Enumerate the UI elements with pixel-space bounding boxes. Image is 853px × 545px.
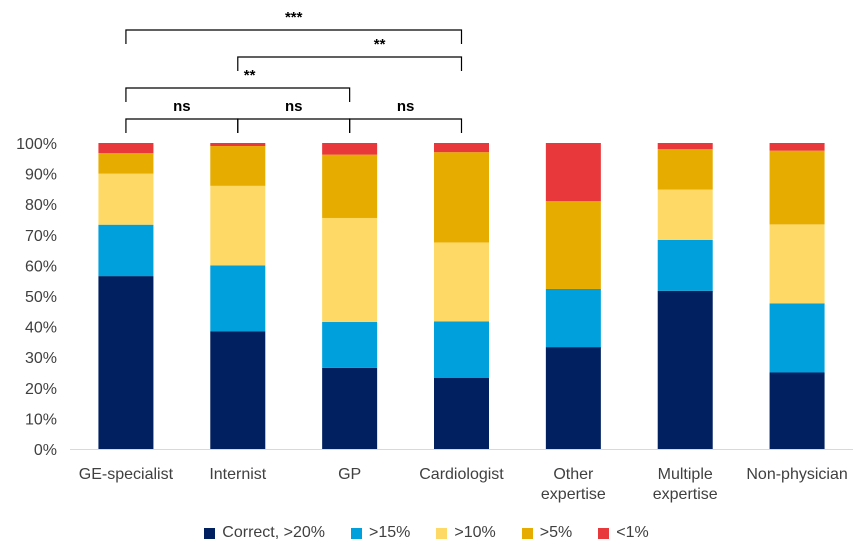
bar-segment <box>322 154 378 218</box>
bar-segment <box>322 322 378 368</box>
y-tick-label: 50% <box>25 289 57 306</box>
significance-label: ns <box>397 98 415 115</box>
bar-segment <box>98 224 154 277</box>
y-tick-label: 40% <box>25 320 57 337</box>
significance-label: ** <box>374 36 386 53</box>
y-tick-label: 30% <box>25 350 57 367</box>
bar-segment <box>769 372 825 449</box>
bar-segment <box>545 201 601 289</box>
y-tick-label: 0% <box>34 442 57 459</box>
bar-segment <box>545 288 601 348</box>
y-tick-label: 70% <box>25 228 57 245</box>
x-tick-label: expertise <box>653 486 718 503</box>
y-tick-label: 60% <box>25 258 57 275</box>
legend-swatch <box>204 527 216 539</box>
significance-label: ns <box>173 98 191 115</box>
significance-label: ** <box>244 67 256 84</box>
significance-bracket <box>125 118 239 133</box>
bar-segment <box>322 367 378 449</box>
bar-segment <box>434 152 489 243</box>
y-tick-label: 10% <box>25 411 57 428</box>
x-tick-label: Cardiologist <box>419 466 504 483</box>
y-tick-label: 80% <box>25 197 57 214</box>
bar-segment <box>657 290 713 449</box>
bar-segment <box>769 224 825 304</box>
x-tick-label: GP <box>338 466 361 483</box>
bar-segment <box>434 377 489 449</box>
significance-bracket <box>237 118 351 133</box>
legend-label: Correct, >20% <box>222 524 326 541</box>
bar-segment <box>98 143 154 154</box>
legend-item: >10% <box>436 524 496 542</box>
bar-segment <box>98 173 154 225</box>
x-tick-label: GE-specialist <box>79 466 174 483</box>
legend-label: <1% <box>616 524 649 541</box>
significance-bracket <box>125 87 351 102</box>
x-tick-label: expertise <box>541 486 606 503</box>
chart-legend: Correct, >20% >15% >10% >5% <1% <box>0 522 853 544</box>
bar-segment <box>98 153 154 174</box>
legend-label: >10% <box>454 524 496 541</box>
bar-segment <box>434 321 489 378</box>
bar-segment <box>657 240 713 291</box>
legend-swatch <box>521 527 533 539</box>
bar-segment <box>657 149 713 190</box>
x-tick-label: Multiple <box>658 466 713 483</box>
bar-segment <box>769 303 825 373</box>
bar-segment <box>210 185 266 266</box>
legend-label: >5% <box>539 524 573 541</box>
significance-bracket <box>349 118 463 133</box>
x-tick-label: Internist <box>209 466 266 483</box>
y-tick-label: 20% <box>25 381 57 398</box>
legend-label: >15% <box>369 524 411 541</box>
x-tick-label: Non-physician <box>746 466 847 483</box>
significance-bracket <box>237 56 463 71</box>
bar-segment <box>545 143 601 202</box>
legend-item: >15% <box>351 524 410 542</box>
legend-swatch <box>351 527 363 539</box>
bar-segment <box>210 331 266 449</box>
bar-segment <box>210 146 266 186</box>
significance-bracket <box>125 29 463 44</box>
bar-segment <box>210 265 266 332</box>
legend-item: <1% <box>598 524 649 542</box>
legend-swatch <box>598 527 610 539</box>
x-tick-label: Other <box>553 466 594 483</box>
legend-swatch <box>436 527 448 539</box>
bar-segment <box>545 347 601 449</box>
bar-segment <box>769 150 825 225</box>
bar-segment <box>210 143 266 147</box>
bar-segment <box>769 143 825 151</box>
bar-segment <box>322 143 378 155</box>
bar-segment <box>657 143 713 150</box>
bar-segment <box>434 242 489 322</box>
legend-item: Correct, >20% <box>204 524 325 542</box>
significance-label: *** <box>285 9 303 26</box>
y-tick-label: 100% <box>16 136 57 153</box>
y-tick-label: 90% <box>25 167 57 184</box>
bar-segment <box>657 189 713 241</box>
significance-label: ns <box>285 98 303 115</box>
bar-segment <box>98 276 154 449</box>
bar-segment <box>322 217 378 323</box>
bar-segment <box>434 143 489 153</box>
legend-item: >5% <box>521 524 573 542</box>
stacked-bar-chart: 0% 10% 20% 30% 40% 50% 60% 70% 80% 90% 100% GE-spec… <box>16 9 853 503</box>
